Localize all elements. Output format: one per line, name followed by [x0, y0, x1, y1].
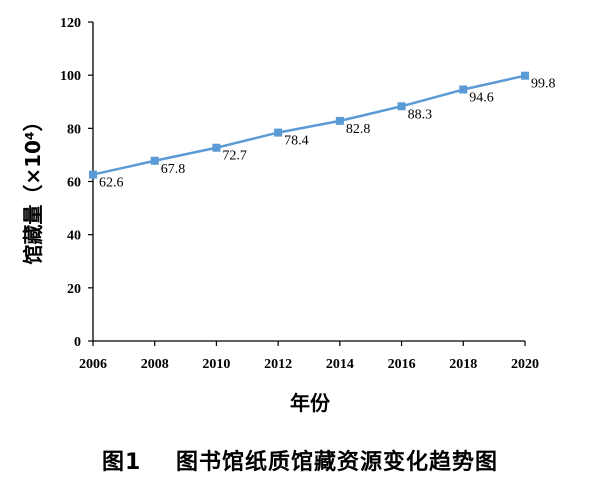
x-tick-label: 2006 [79, 357, 107, 372]
series-line [92, 74, 526, 176]
x-tick-label: 2008 [141, 357, 169, 372]
data-label: 62.6 [99, 176, 124, 191]
x-tick-label: 2014 [326, 357, 354, 372]
data-point-marker [459, 85, 468, 94]
y-tick-label: 120 [60, 16, 81, 31]
data-label: 99.8 [531, 77, 556, 92]
x-tick-label: 2012 [264, 357, 292, 372]
data-point-marker [335, 116, 344, 125]
y-tick-label: 0 [74, 335, 81, 350]
data-labels: 62.6 67.8 72.7 78.4 82.8 88.3 94.6 99.8 [99, 77, 556, 191]
data-point-marker [150, 156, 159, 165]
x-ticks: 2006 2008 2010 2012 2014 2016 2018 2020 [79, 341, 539, 372]
data-point-marker [212, 143, 221, 152]
data-label: 78.4 [284, 134, 309, 149]
y-tick-label: 80 [67, 122, 81, 137]
data-point-marker [274, 128, 283, 137]
y-axis-title: 馆藏量（×10⁴） [21, 111, 45, 264]
x-tick-label: 2010 [202, 357, 230, 372]
series [89, 71, 529, 179]
y-tick-label: 100 [60, 69, 81, 84]
y-tick-label: 40 [67, 229, 81, 244]
y-ticks: 0 20 40 60 80 100 120 [60, 16, 93, 350]
data-label: 94.6 [469, 91, 494, 106]
data-label: 72.7 [222, 149, 247, 164]
figure-caption: 图1 图书馆纸质馆藏资源变化趋势图 [102, 450, 498, 475]
data-label: 88.3 [408, 107, 433, 122]
data-label: 67.8 [161, 162, 186, 177]
data-label: 82.8 [346, 122, 371, 137]
y-tick-label: 20 [67, 282, 81, 297]
data-point-marker [521, 71, 529, 80]
x-tick-label: 2018 [449, 357, 477, 372]
data-point-marker [397, 102, 406, 111]
x-axis-title: 年份 [290, 391, 331, 415]
axes [92, 22, 525, 342]
x-tick-label: 2020 [511, 357, 539, 372]
y-tick-label: 60 [67, 176, 81, 191]
data-point-marker [89, 170, 97, 179]
line-chart: 0 20 40 60 80 100 120 2006 2008 2010 2012 2014 2016… [21, 16, 556, 415]
x-tick-label: 2016 [388, 357, 416, 372]
